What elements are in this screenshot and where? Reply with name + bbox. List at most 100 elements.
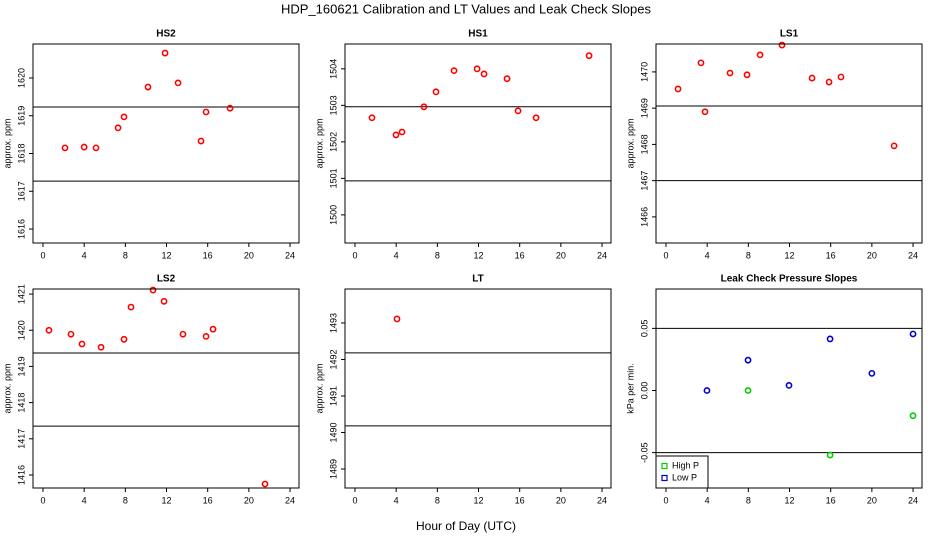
x-tick-label: 0	[352, 495, 357, 505]
y-tick-label: 1416	[16, 465, 26, 485]
x-tick-label: 16	[203, 495, 213, 505]
panel-title: Leak Check Pressure Slopes	[721, 274, 858, 285]
x-tick-label: 4	[82, 495, 87, 505]
x-tick-label: 4	[705, 250, 710, 260]
data-point	[826, 335, 834, 343]
y-axis-label: approx. ppm	[625, 118, 635, 168]
x-tick-label: 20	[556, 250, 566, 260]
plot-frame	[32, 43, 300, 244]
data-point	[149, 286, 157, 294]
data-point	[432, 88, 440, 96]
y-tick-label: 1616	[16, 219, 26, 239]
y-tick-label: 1468	[639, 134, 649, 154]
x-tick-label: 24	[908, 250, 918, 260]
data-point	[45, 326, 53, 334]
plot-frame	[655, 288, 923, 489]
y-tick-label: 1490	[328, 422, 338, 442]
data-point	[585, 52, 593, 60]
y-tick-label: 1420	[16, 320, 26, 340]
data-point	[197, 137, 205, 145]
y-tick-label: -0.05	[639, 442, 649, 463]
y-tick-label: 1617	[16, 181, 26, 201]
data-point	[503, 75, 511, 83]
y-tick-label: 1469	[639, 98, 649, 118]
y-tick-label: 1466	[639, 207, 649, 227]
y-tick-label: 1500	[328, 205, 338, 225]
data-point	[674, 85, 682, 93]
data-point	[174, 79, 182, 87]
y-tick-label: 1467	[639, 171, 649, 191]
x-tick-label: 8	[123, 250, 128, 260]
x-tick-label: 24	[908, 495, 918, 505]
data-point	[144, 83, 152, 91]
x-tick-label: 24	[285, 250, 295, 260]
y-tick-label: 1492	[328, 349, 338, 369]
x-tick-label: 20	[556, 495, 566, 505]
x-tick-label: 4	[82, 250, 87, 260]
data-point	[97, 343, 105, 351]
x-tick-label: 12	[785, 250, 795, 260]
y-tick-label: 1418	[16, 393, 26, 413]
y-tick-label: 1620	[16, 68, 26, 88]
x-tick-label: 24	[597, 250, 607, 260]
y-axis-label: kPa per min.	[625, 363, 635, 414]
legend-label: High P	[672, 460, 699, 470]
panel-title: HS2	[156, 29, 176, 40]
plot-frame	[655, 43, 923, 244]
data-point	[450, 67, 458, 75]
x-axis-label: Hour of Day (UTC)	[416, 519, 516, 533]
data-point	[514, 107, 522, 115]
y-tick-label: 1502	[328, 132, 338, 152]
y-tick-label: 0.00	[639, 382, 649, 400]
y-tick-label: 1489	[328, 459, 338, 479]
panel-title: HS1	[468, 29, 488, 40]
data-point	[909, 330, 917, 338]
panel-title: LS2	[157, 274, 176, 285]
x-tick-label: 24	[285, 495, 295, 505]
x-tick-label: 24	[597, 495, 607, 505]
data-point	[532, 114, 540, 122]
y-tick-label: 1419	[16, 356, 26, 376]
y-tick-label: 1618	[16, 143, 26, 163]
data-point	[703, 387, 711, 394]
data-point	[808, 74, 816, 82]
x-tick-label: 4	[394, 495, 399, 505]
x-tick-label: 16	[515, 250, 525, 260]
y-axis-label: approx. ppm	[2, 118, 12, 168]
legend-marker	[661, 474, 668, 482]
data-point	[778, 41, 786, 49]
panel-title: LS1	[780, 29, 799, 40]
data-point	[744, 356, 752, 364]
y-tick-label: 0.05	[639, 320, 649, 338]
data-point	[120, 113, 128, 121]
x-tick-label: 16	[515, 495, 525, 505]
y-axis-label: approx. ppm	[2, 363, 12, 413]
panel-title: LT	[472, 274, 483, 285]
x-tick-label: 4	[705, 495, 710, 505]
x-tick-label: 12	[162, 250, 172, 260]
data-point	[61, 144, 69, 152]
data-point	[837, 73, 845, 81]
y-tick-label: 1503	[328, 95, 338, 115]
data-point	[480, 70, 488, 78]
x-tick-label: 8	[123, 495, 128, 505]
x-tick-label: 4	[394, 250, 399, 260]
data-point	[161, 49, 169, 57]
x-tick-label: 0	[40, 250, 45, 260]
x-tick-label: 20	[867, 250, 877, 260]
data-point	[226, 104, 234, 112]
data-point	[127, 303, 135, 311]
y-tick-label: 1421	[16, 284, 26, 304]
data-point	[160, 297, 168, 305]
plot-frame	[344, 43, 612, 244]
x-tick-label: 0	[40, 495, 45, 505]
y-tick-label: 1470	[639, 62, 649, 82]
y-axis-label: approx. ppm	[314, 363, 324, 413]
x-tick-label: 8	[435, 250, 440, 260]
legend-label: Low P	[672, 472, 697, 482]
data-point	[726, 69, 734, 77]
data-point	[179, 330, 187, 338]
data-point	[368, 114, 376, 122]
y-tick-label: 1417	[16, 429, 26, 449]
